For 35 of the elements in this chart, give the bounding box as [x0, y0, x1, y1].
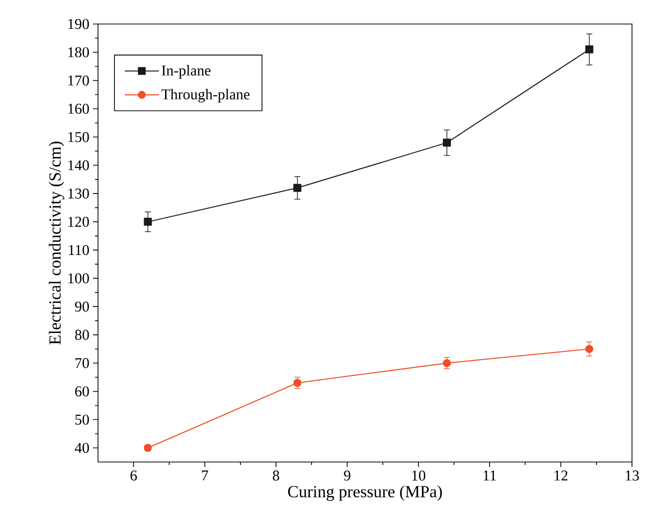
point: [585, 45, 594, 54]
y-tick-label: 70: [76, 358, 89, 368]
y-tick-label: 190: [68, 18, 89, 30]
x-tick-label: 13: [626, 470, 639, 481]
y-tick-label: 130: [68, 188, 89, 199]
y-tick-label: 40: [74, 442, 89, 453]
y-tick-label: 160: [68, 104, 89, 114]
x-axis-title: Curing pressure (MPa): [288, 485, 442, 501]
y-tick-label: 60: [75, 386, 89, 396]
x-tick-label: 7: [202, 470, 208, 480]
y-tick-label: 120: [68, 216, 89, 227]
y-tick-label: 90: [75, 302, 89, 312]
point: [293, 378, 302, 387]
legend-label: Through-plane: [161, 88, 250, 102]
y-axis-title: Electrical conductivity (S/cm): [48, 142, 64, 345]
y-tick-label: 80: [75, 330, 89, 340]
legend-label: In-plane: [162, 65, 210, 79]
y-tick-label: 110: [68, 245, 89, 256]
x-tick-label: 12: [554, 470, 568, 480]
x-tick-label: 6: [130, 470, 137, 481]
y-tick-label: 50: [75, 414, 89, 425]
point: [144, 218, 152, 226]
x-tick-label: 10: [412, 470, 426, 481]
x-tick-label: 11: [484, 470, 496, 480]
point: [585, 344, 594, 353]
y-tick-label: 170: [68, 75, 89, 86]
y-tick-label: 180: [68, 47, 89, 58]
x-tick-label: 8: [272, 470, 280, 481]
point: [442, 359, 451, 368]
point: [442, 138, 451, 147]
y-tick-label: 150: [68, 132, 89, 142]
y-tick-label: 100: [68, 273, 89, 284]
point: [293, 184, 302, 192]
x-tick-label: 9: [344, 470, 350, 481]
y-tick-label: 140: [68, 160, 89, 170]
